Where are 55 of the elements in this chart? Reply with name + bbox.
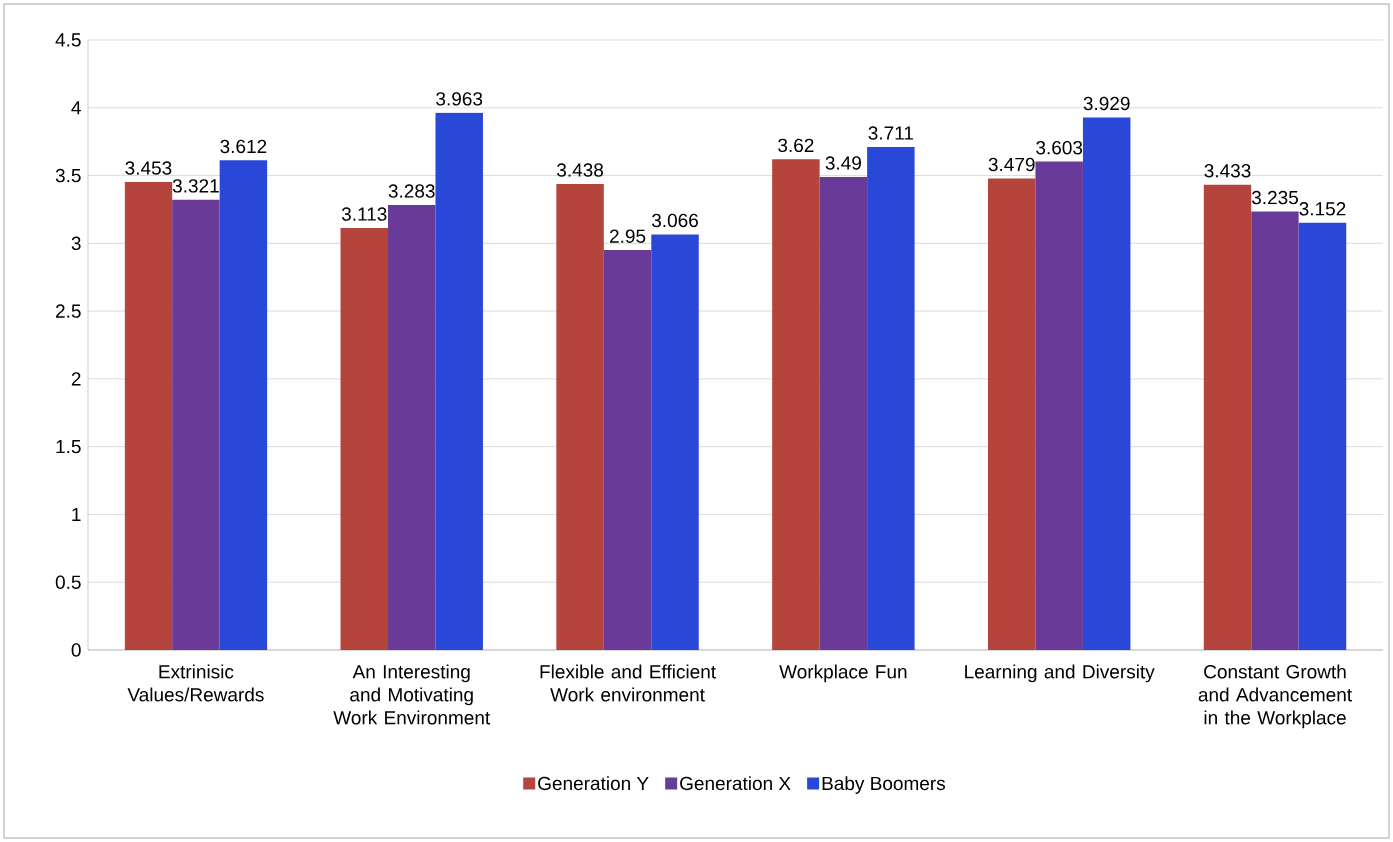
data-label: 3.453 [125, 161, 172, 175]
x-tick-label: Learning and Diversity [965, 664, 1155, 683]
bar [867, 146, 915, 650]
bar [172, 199, 220, 650]
data-label: 3.62 [778, 138, 814, 153]
y-tick-label: 3 [71, 236, 81, 251]
bar [651, 234, 699, 650]
bar [603, 250, 652, 650]
legend-label: Generation Y [538, 776, 649, 791]
data-label: 3.479 [988, 157, 1035, 172]
bar [819, 176, 868, 650]
data-label: 3.49 [825, 156, 861, 170]
y-tick-label: 4.5 [55, 33, 81, 47]
bar [556, 183, 604, 650]
y-tick-label: 4 [71, 101, 81, 115]
data-label: 3.066 [651, 213, 698, 228]
x-tick-label: Workplace Fun [779, 664, 907, 683]
data-label: 3.283 [388, 184, 435, 198]
y-tick-label: 0.5 [55, 575, 81, 589]
bar [340, 228, 388, 650]
bar [1082, 117, 1131, 650]
y-tick-label: 3.5 [55, 168, 81, 183]
x-tick-label: Extrinisic Values/Rewards [127, 664, 264, 702]
data-label: 3.603 [1036, 140, 1083, 155]
bar [388, 204, 436, 650]
data-label: 3.433 [1204, 163, 1251, 178]
data-label: 3.612 [220, 139, 267, 154]
data-label: 3.321 [172, 179, 219, 193]
data-label: 3.113 [341, 207, 387, 221]
data-label: 3.152 [1299, 202, 1346, 216]
x-tick-label: Flexible and Efficient Work environment [540, 664, 716, 702]
bar [1298, 222, 1347, 650]
y-tick-label: 1 [72, 507, 81, 521]
bar [1251, 211, 1299, 650]
y-tick-label: 2.5 [56, 304, 81, 318]
data-label: 3.235 [1251, 190, 1298, 205]
x-tick-label: Constant Growth and Advancement in the Workplace [1198, 664, 1352, 729]
y-tick-label: 1.5 [56, 440, 81, 454]
x-tick-label: An Interesting and Motivating Work Environment [333, 664, 491, 725]
bar [772, 159, 820, 650]
y-tick-label: 2 [71, 372, 81, 386]
bar [1203, 184, 1252, 650]
bar [219, 160, 268, 650]
bar [1035, 161, 1083, 650]
data-label: 3.711 [868, 126, 913, 140]
data-label: 3.438 [557, 163, 604, 177]
data-label: 2.95 [610, 229, 646, 243]
legend-label: Baby Boomers [822, 776, 946, 794]
legend-label: Generation X [680, 776, 791, 791]
bar [435, 112, 483, 650]
y-tick-label: 0 [71, 643, 81, 657]
bar [124, 181, 173, 650]
bar [987, 178, 1036, 650]
data-label: 3.963 [436, 92, 483, 106]
data-label: 3.929 [1083, 96, 1130, 111]
